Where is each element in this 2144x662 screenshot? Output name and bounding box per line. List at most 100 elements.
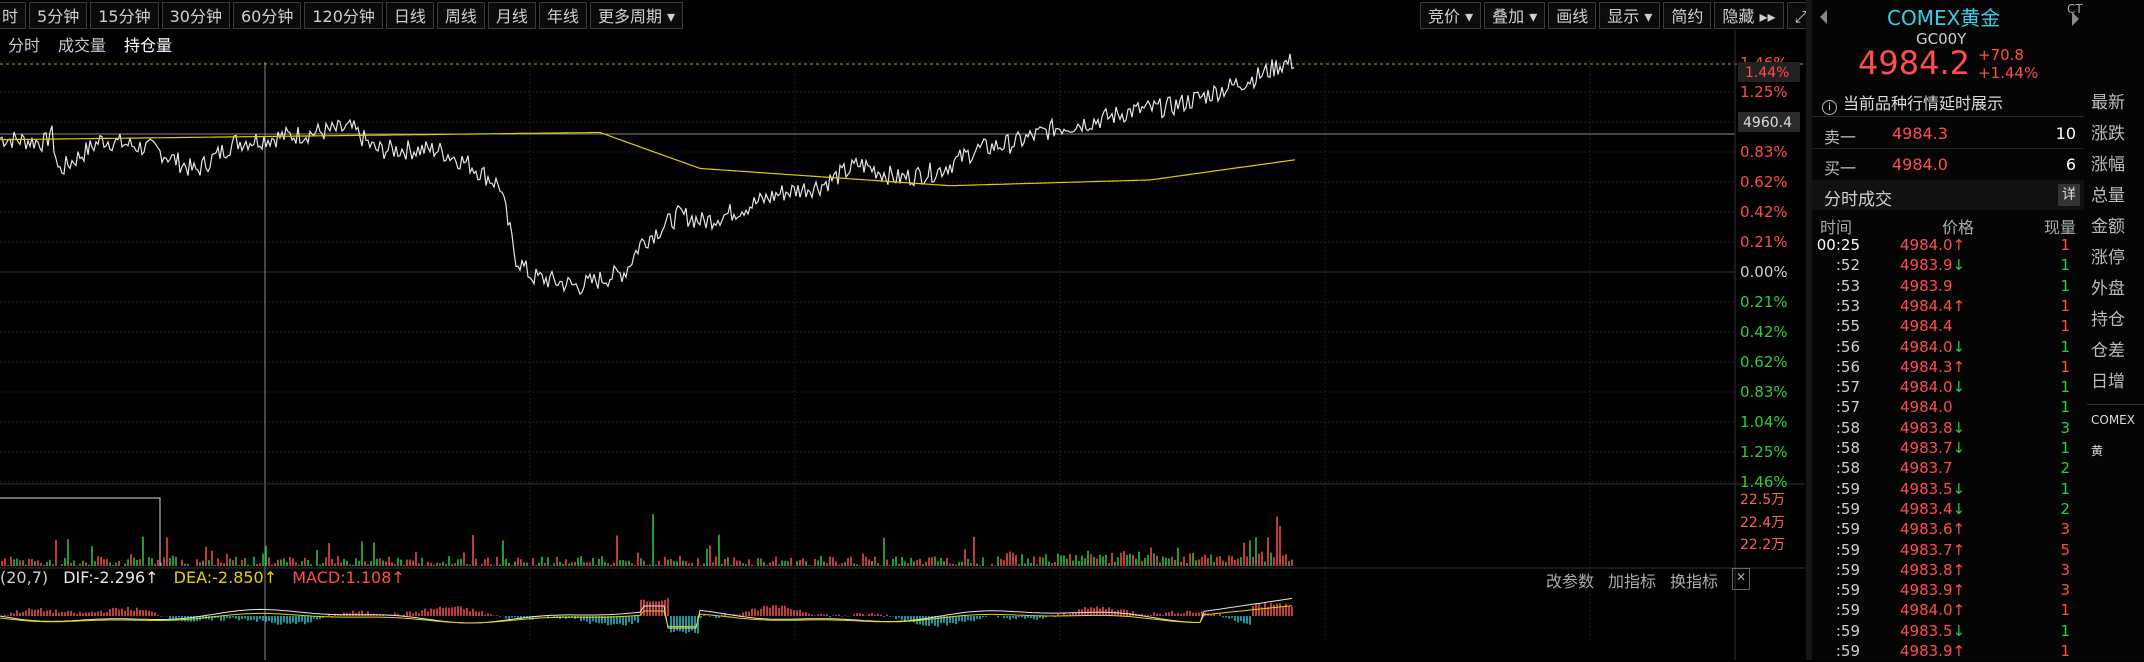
- axis-label: 0.83%: [1740, 143, 1788, 161]
- period-button-7[interactable]: 周线: [436, 1, 485, 29]
- trade-volume: 1: [2060, 357, 2070, 376]
- trade-price: 4983.7: [1900, 459, 1953, 477]
- period-button-9[interactable]: 年线: [538, 1, 587, 29]
- trade-price-value: 4984.0: [1900, 398, 1953, 417]
- trade-row: :59 4983.6↑ 3: [1812, 520, 2084, 540]
- trade-price: 4984.0↓: [1900, 338, 1965, 356]
- current-pct-label: 1.44%: [1745, 65, 1789, 81]
- trade-price-value: 4984.0: [1900, 337, 1953, 356]
- sidebar-item-8[interactable]: 仓差: [2091, 341, 2125, 361]
- chart-tool-button-0[interactable]: 竞价 ▾: [1420, 1, 1482, 29]
- tab-open-interest[interactable]: 持仓量: [124, 36, 173, 55]
- period-button-1[interactable]: 5分钟: [29, 1, 88, 29]
- bid-label: 买一: [1824, 159, 1857, 178]
- trade-direction-icon: ↓: [1952, 479, 1966, 498]
- switch-indicator-button[interactable]: 换指标: [1670, 572, 1719, 591]
- sidebar-item-6[interactable]: 外盘: [2091, 279, 2125, 299]
- sidebar-item-5[interactable]: 涨停: [2091, 248, 2125, 268]
- intraday-chart[interactable]: 1.46% 1.25% 4960.4 0.83% 0.62% 0.42% 0.21% 0.00…: [0, 0, 1806, 660]
- trade-row: :59 4983.4↓ 2: [1812, 500, 2084, 520]
- instrument-code: GC00Y: [1916, 30, 1967, 48]
- trade-time: :53: [1835, 296, 1860, 315]
- trade-price: 4983.6↑: [1900, 520, 1965, 538]
- bid-volume: 6: [2065, 155, 2076, 174]
- edit-params-button[interactable]: 改参数: [1546, 572, 1595, 591]
- trade-price: 4983.5↓: [1900, 622, 1965, 640]
- sidebar-item-10[interactable]: COMEX黄: [2087, 404, 2144, 458]
- trade-price-value: 4983.7: [1900, 439, 1953, 457]
- trade-price-value: 4984.3: [1900, 357, 1953, 376]
- trade-volume: 2: [2060, 459, 2070, 478]
- period-button-3[interactable]: 30分钟: [161, 1, 230, 29]
- tab-timeshare[interactable]: 分时: [8, 36, 41, 55]
- ask-price: 4984.3: [1892, 124, 1948, 143]
- period-button-5[interactable]: 120分钟: [304, 1, 383, 29]
- trade-price: 4984.0: [1900, 398, 1953, 416]
- trade-price: 4984.4: [1900, 317, 1953, 335]
- axis-label: 0.83%: [1740, 383, 1788, 401]
- axis-label: 0.00%: [1740, 263, 1788, 281]
- trade-volume: 3: [2060, 520, 2070, 539]
- close-icon[interactable]: ✕: [1732, 568, 1751, 590]
- chart-tool-button-3[interactable]: 显示 ▾: [1599, 1, 1661, 29]
- trade-time: :58: [1835, 439, 1860, 457]
- info-icon: i: [1822, 100, 1837, 115]
- sidebar-item-1[interactable]: 涨跌: [2091, 124, 2125, 144]
- sidebar-item-9[interactable]: 日增: [2091, 372, 2125, 392]
- open-interest-line: [0, 497, 161, 566]
- sidebar-item-0[interactable]: 最新: [2091, 93, 2125, 113]
- trade-volume: 1: [2060, 296, 2070, 315]
- prev-arrow-icon[interactable]: [1820, 10, 1827, 24]
- trade-time: :59: [1835, 499, 1860, 518]
- trade-price-value: 4983.8: [1900, 418, 1953, 437]
- tab-volume[interactable]: 成交量: [58, 36, 107, 55]
- period-button-0[interactable]: 时: [0, 1, 27, 29]
- sidebar-item-4[interactable]: 金额: [2091, 217, 2125, 237]
- trade-direction-icon: ↑: [1952, 601, 1966, 620]
- trade-price: 4984.3↑: [1900, 358, 1965, 376]
- period-button-4[interactable]: 60分钟: [232, 1, 302, 29]
- trade-direction-icon: ↑: [1952, 560, 1966, 579]
- trade-direction-icon: ↓: [1952, 499, 1966, 518]
- period-button-10[interactable]: 更多周期 ▾: [589, 1, 684, 29]
- subchart-tabs: 分时 成交量 持仓量: [8, 32, 172, 56]
- next-arrow-icon[interactable]: [2072, 12, 2079, 26]
- detail-button[interactable]: 详: [2058, 184, 2080, 206]
- axis-label: 0.62%: [1740, 173, 1788, 191]
- trade-volume: 1: [2060, 621, 2070, 640]
- ask-row: 卖一 4984.3 10: [1812, 118, 2084, 148]
- add-indicator-button[interactable]: 加指标: [1608, 572, 1657, 591]
- trade-price-value: 4983.9: [1900, 276, 1953, 295]
- col-price: 价格: [1942, 218, 1975, 237]
- trade-direction-icon: ↓: [1952, 256, 1966, 275]
- period-button-2[interactable]: 15分钟: [90, 1, 159, 29]
- sidebar-item-2[interactable]: 涨幅: [2091, 155, 2125, 175]
- trade-row: 00:25 4984.0↑ 1: [1812, 236, 2084, 256]
- period-button-6[interactable]: 日线: [385, 1, 434, 29]
- trade-volume: 1: [2060, 276, 2070, 295]
- trade-price-value: 4983.9: [1900, 581, 1953, 600]
- trade-volume: 2: [2060, 499, 2070, 518]
- crosshair-price-box: [1738, 112, 1800, 132]
- period-button-8[interactable]: 月线: [487, 1, 536, 29]
- panel-divider[interactable]: [1806, 0, 1812, 660]
- axis-label: 0.21%: [1740, 293, 1788, 311]
- trade-volume: 1: [2060, 479, 2070, 498]
- trade-price-value: 4983.8: [1900, 560, 1953, 579]
- trade-price-value: 4983.9: [1900, 256, 1953, 275]
- trade-row: :57 4984.0↓ 1: [1812, 378, 2084, 398]
- macd-tools: 改参数 加指标 换指标 ✕: [1546, 568, 1751, 591]
- sidebar-item-3[interactable]: 总量: [2091, 186, 2125, 206]
- quote-panel: COMEX黄金 CT GC00Y 4984.2 +70.8 +1.44% i 当前…: [1812, 0, 2144, 660]
- chart-tool-button-5[interactable]: 隐藏 ▸▸: [1714, 1, 1784, 29]
- trade-row: :59 4984.0↑ 1: [1812, 601, 2084, 621]
- trade-direction-icon: ↑: [1952, 357, 1966, 376]
- last-price: 4984.2: [1858, 44, 1970, 82]
- sidebar-item-7[interactable]: 持仓: [2091, 310, 2125, 330]
- chart-tool-button-1[interactable]: 叠加 ▾: [1484, 1, 1546, 29]
- chart-tool-button-4[interactable]: 简约: [1663, 1, 1712, 29]
- chart-tool-button-2[interactable]: 画线: [1548, 1, 1597, 29]
- trade-price: 4983.8↑: [1900, 561, 1965, 579]
- trade-time: :55: [1835, 317, 1860, 336]
- trade-direction-icon: ↑: [1952, 520, 1966, 539]
